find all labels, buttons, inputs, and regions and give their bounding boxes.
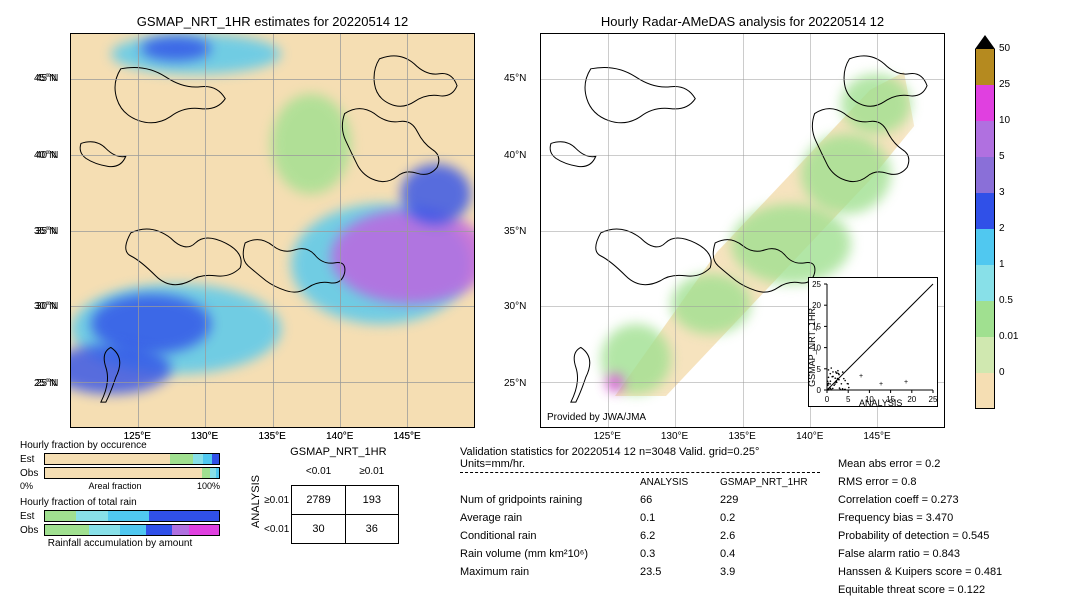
svg-text:20: 20 [907, 395, 916, 404]
radar-map: Provided by JWA/JMA 00551010151520202525… [540, 33, 945, 428]
svg-text:5: 5 [846, 395, 851, 404]
validation-header: Validation statistics for 20220514 12 n=… [460, 446, 820, 470]
right-map-title: Hourly Radar-AMeDAS analysis for 2022051… [540, 14, 945, 29]
ct-00: 2789 [292, 486, 345, 515]
totalrain-title: Hourly fraction of total rain [20, 497, 220, 508]
svg-text:25: 25 [929, 395, 938, 404]
ct-row-title: ANALYSIS [250, 475, 262, 528]
gsmap-map [70, 33, 475, 428]
svg-text:+: + [904, 379, 908, 386]
ct-r1: <0.01 [262, 515, 292, 544]
ct-r0: ≥0.01 [262, 486, 292, 515]
ct-c0: <0.01 [292, 458, 345, 486]
contingency-table: <0.01≥0.01 ≥0.012789193 <0.013036 [262, 458, 399, 544]
occ-xmid: Areal fraction [88, 481, 141, 491]
inset-xlabel: ANALYSIS [859, 398, 902, 408]
ct-col-title: GSMAP_NRT_1HR [278, 446, 399, 458]
scalar-stats: Mean abs error = 0.2RMS error = 0.8Corre… [838, 458, 1002, 602]
svg-text:0: 0 [817, 386, 822, 395]
occ-x1: 100% [197, 481, 220, 491]
ct-c1: ≥0.01 [345, 458, 398, 486]
svg-text:0: 0 [825, 395, 830, 404]
left-map-title: GSMAP_NRT_1HR estimates for 20220514 12 [70, 14, 475, 29]
map-attribution: Provided by JWA/JMA [547, 412, 646, 423]
colorbar: 50251053210.50.010 [975, 35, 995, 409]
scatter-inset: 00551010151520202525 +++ GSMAP_NRT_1HR A… [808, 277, 938, 407]
svg-text:5: 5 [817, 365, 822, 374]
svg-text:+: + [879, 381, 883, 388]
inset-ylabel: GSMAP_NRT_1HR [807, 308, 817, 387]
svg-text:25: 25 [812, 280, 821, 289]
svg-text:+: + [859, 373, 863, 380]
ct-01: 193 [345, 486, 398, 515]
totalrain-footer: Rainfall accumulation by amount [20, 538, 220, 549]
validation-table: ANALYSISGSMAP_NRT_1HRNum of gridpoints r… [460, 477, 820, 578]
ct-11: 36 [345, 515, 398, 544]
occ-x0: 0% [20, 481, 33, 491]
ct-10: 30 [292, 515, 345, 544]
